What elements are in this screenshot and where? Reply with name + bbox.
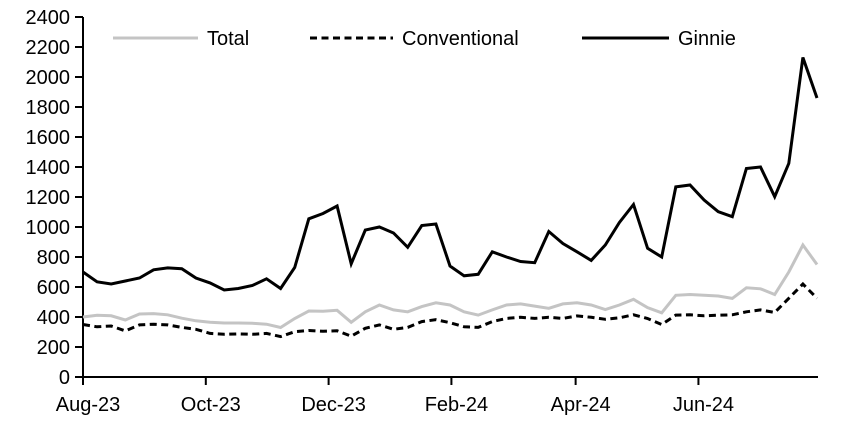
x-axis-tick-label: Apr-24 xyxy=(551,394,611,416)
y-axis-tick-label: 600 xyxy=(37,277,70,299)
series-line-total xyxy=(82,242,819,330)
x-axis-tick-label: Aug-23 xyxy=(56,394,121,416)
y-axis-tick-label: 400 xyxy=(37,307,70,329)
y-axis-tick-label: 2400 xyxy=(26,7,71,29)
y-axis-tick-label: 1000 xyxy=(26,217,71,239)
y-axis-tick-label: 1200 xyxy=(26,187,71,209)
y-axis-tick-label: 1600 xyxy=(26,127,71,149)
x-axis-tick-label: Oct-23 xyxy=(181,394,241,416)
series-lines xyxy=(82,57,819,339)
legend: Total Conventional Ginnie xyxy=(113,28,736,50)
y-axis-tick-label: 2000 xyxy=(26,67,71,89)
x-axis-tick-label: Feb-24 xyxy=(425,394,488,416)
axes: 0 200 400 600 800 1000 1200 1400 1600 1800 2000 220… xyxy=(26,7,818,416)
y-axis-tick-label: 800 xyxy=(37,247,70,269)
legend-label-ginnie: Ginnie xyxy=(678,28,736,50)
y-axis-tick-label: 0 xyxy=(59,367,70,389)
y-axis-tick-label: 200 xyxy=(37,337,70,359)
legend-label-conventional: Conventional xyxy=(402,28,519,50)
x-axis-tick-label: Jun-24 xyxy=(673,394,734,416)
series-line-conventional xyxy=(82,281,819,339)
x-axis-tick-label: Dec-23 xyxy=(301,394,365,416)
series-line-ginnie xyxy=(82,57,819,292)
y-axis-tick-label: 1800 xyxy=(26,97,71,119)
y-axis-tick-label: 1400 xyxy=(26,157,71,179)
legend-label-total: Total xyxy=(207,28,249,50)
y-axis-tick-label: 2200 xyxy=(26,37,71,59)
